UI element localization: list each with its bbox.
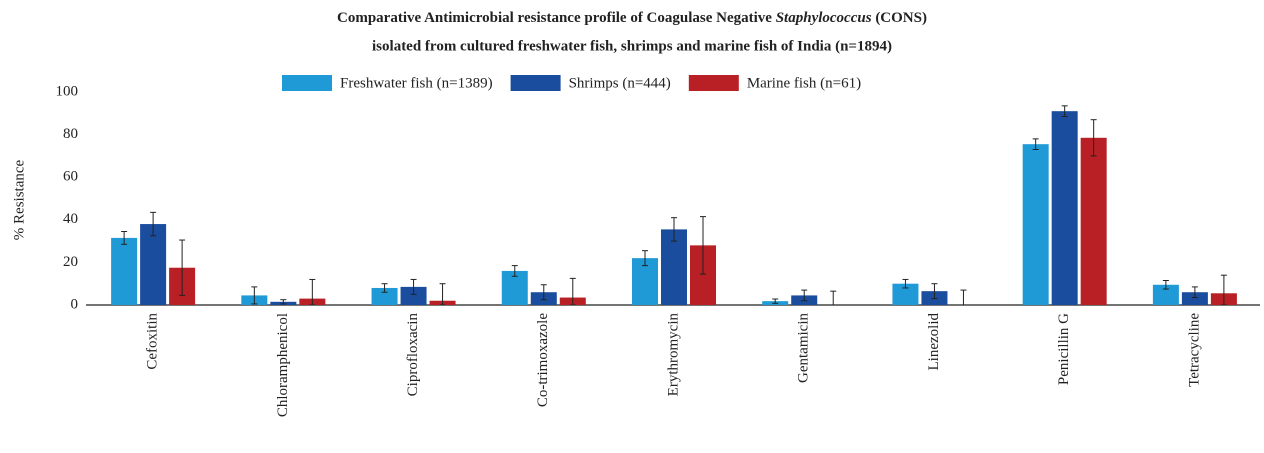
y-tick-label: 0 [71,296,79,312]
chart-subtitle: isolated from cultured freshwater fish, … [372,38,892,54]
x-tick-label: Co-trimoxazole [535,313,551,407]
y-tick-label: 100 [56,83,79,99]
y-axis-label: % Resistance [11,159,27,240]
chart-title: Comparative Antimicrobial resistance pro… [337,10,927,26]
bar [371,287,398,305]
x-tick-label: Tetracycline [1186,313,1202,387]
title-text: Comparative Antimicrobial resistance pro… [337,10,776,26]
legend-label: Freshwater fish (n=1389) [340,75,493,91]
bar [1080,137,1107,305]
bar [661,229,687,305]
legend-swatch [282,75,332,91]
x-tick-label: Ciprofloxacin [405,313,421,397]
bar [140,224,167,305]
y-tick-label: 20 [63,254,78,270]
bar [111,237,138,305]
legend-swatch [510,75,561,91]
bar [1051,111,1078,305]
y-tick-label: 80 [63,126,78,142]
bar [892,283,919,305]
legend-label: Shrimps (n=444) [569,75,671,91]
x-tick-label: Cefoxitin [145,313,161,370]
legend-swatch [688,75,739,91]
title-text: (CONS) [872,10,927,26]
x-tick-label: Linezolid [926,313,942,371]
title-text: Staphylococcus [776,10,872,26]
x-tick-label: Gentamicin [796,313,812,383]
x-tick-label: Penicillin G [1056,313,1072,385]
legend-label: Marine fish (n=61) [747,75,861,91]
y-tick-label: 60 [63,169,78,185]
bar [400,286,427,305]
bar [1022,144,1049,305]
bar [1152,284,1179,305]
x-tick-label: Erythromycin [665,313,681,397]
bar [1181,292,1208,305]
x-tick-label: Chloramphenicol [275,313,291,417]
y-tick-label: 40 [63,211,78,227]
